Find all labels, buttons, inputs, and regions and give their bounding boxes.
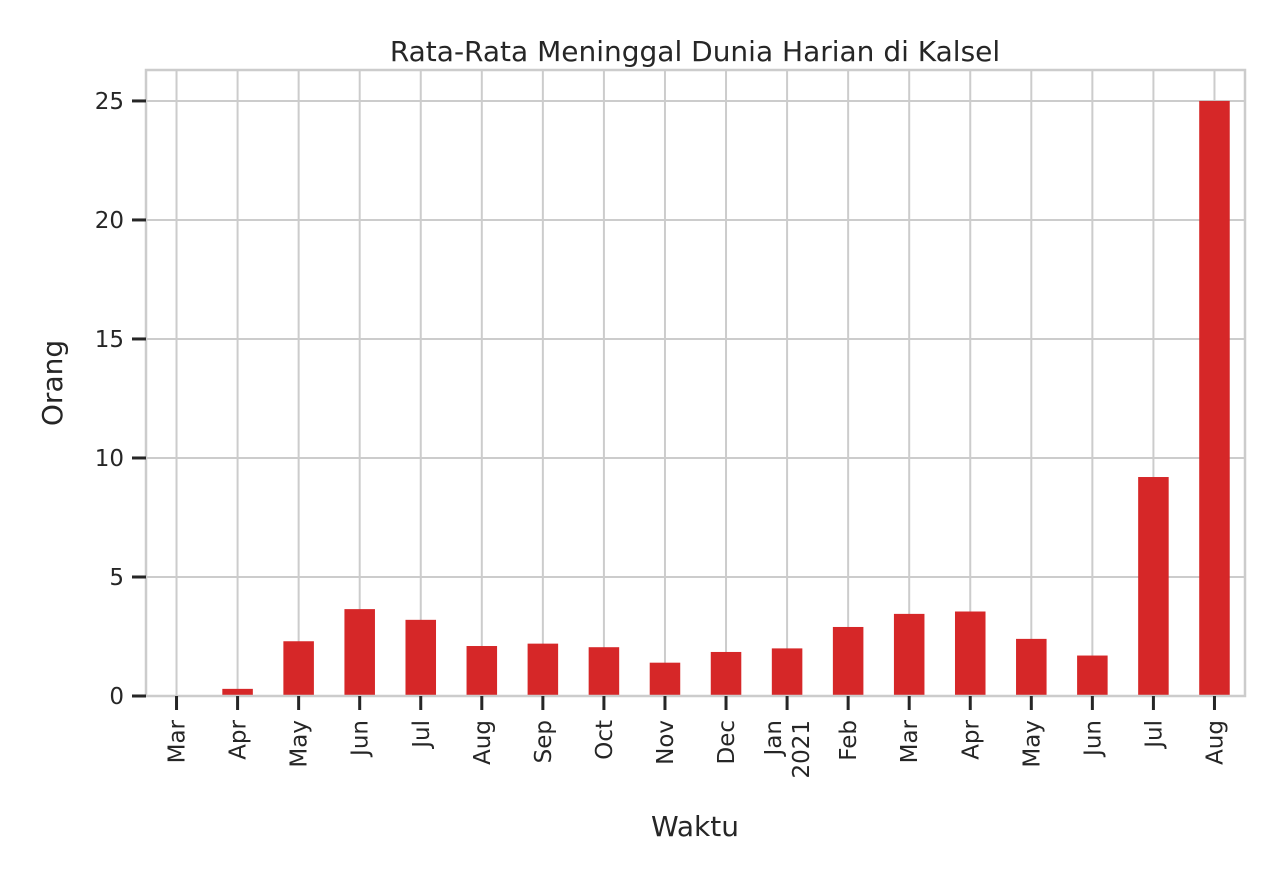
bar-series [222, 100, 1230, 696]
y-tick-label: 15 [95, 327, 124, 353]
y-tick-labels: 0 5 10 15 20 25 [95, 89, 124, 710]
x-tick-label: Aug [470, 720, 496, 765]
bar [588, 647, 620, 696]
x-tick-label: Sep [531, 720, 557, 763]
bar [222, 688, 253, 696]
x-tick-label: Mar [897, 719, 923, 763]
bar [649, 662, 681, 696]
bar [466, 646, 498, 696]
plot-frame [144, 68, 1247, 698]
chart-title: Rata-Rata Meninggal Dunia Harian di Kals… [390, 35, 1000, 68]
x-tick-label: Oct [592, 720, 618, 760]
bar [405, 619, 437, 696]
x-tick-label: Jan [761, 720, 787, 757]
x-tick-label: Jul [1141, 720, 1167, 750]
bar [283, 641, 314, 696]
bar [771, 648, 803, 696]
grid-lines [146, 70, 1245, 697]
x-axis-label: Waktu [651, 810, 739, 843]
y-tick-label: 5 [109, 565, 124, 591]
tick-marks [132, 99, 1216, 710]
x-tick-label: May [287, 720, 313, 768]
x-tick-label: Nov [653, 720, 679, 765]
x-tick-label: Apr [226, 719, 252, 759]
x-tick-label: Dec [714, 720, 740, 765]
y-tick-label: 20 [95, 208, 124, 234]
x-tick-label: Jul [409, 720, 435, 750]
bar [1077, 655, 1108, 696]
bar [344, 609, 375, 696]
x-tick-label: May [1019, 720, 1045, 768]
bar [527, 643, 559, 696]
bar [1016, 638, 1047, 696]
x-tick-label: Feb [836, 720, 862, 761]
bar [1199, 100, 1230, 696]
x-tick-label: 2021 [789, 720, 815, 779]
x-tick-label: Jun [1080, 720, 1106, 758]
x-tick-label: Jun [348, 720, 374, 758]
bar [954, 611, 986, 696]
y-tick-label: 0 [109, 684, 124, 710]
y-tick-label: 25 [95, 89, 124, 115]
x-tick-label: Apr [958, 719, 984, 759]
bar [710, 651, 742, 696]
y-axis-label: Orang [36, 340, 69, 426]
x-tick-label: Mar [165, 719, 191, 763]
x-tick-label: Aug [1202, 720, 1228, 765]
bar [1138, 477, 1169, 696]
bar [832, 626, 864, 696]
x-tick-labels: Mar Apr May Jun Jul Aug Sep Oct Nov Dec Jan 2021 Feb… [165, 719, 1229, 778]
bar [893, 613, 925, 696]
y-tick-label: 10 [95, 446, 124, 472]
